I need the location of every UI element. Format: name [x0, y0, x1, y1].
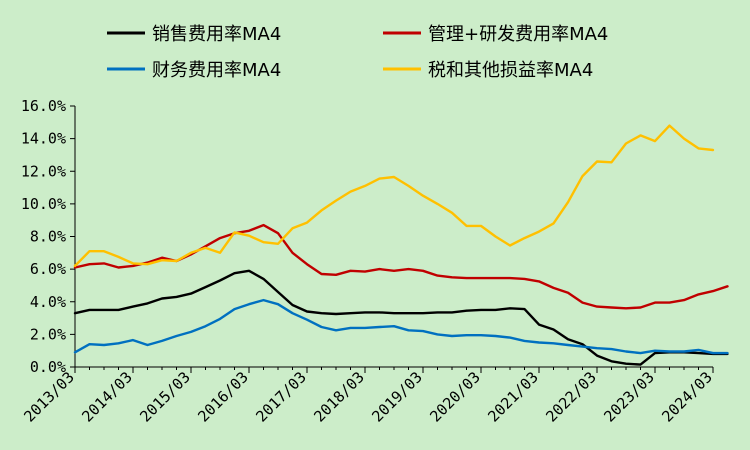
series-line-3 — [73, 124, 715, 268]
legend-item-2: 财务费用率MA4 — [107, 60, 281, 81]
x-tick-label: 2016/03 — [194, 368, 251, 425]
legend-item-0: 销售费用率MA4 — [107, 24, 281, 45]
y-tick-label: 8.0% — [30, 228, 66, 246]
legend: 销售费用率MA4 管理+研发费用率MA4 财务费用率MA4 税和其他损益率MA4 — [107, 24, 608, 81]
legend-item-3: 税和其他损益率MA4 — [383, 60, 593, 81]
x-tick-label: 2024/03 — [658, 368, 715, 425]
x-tick-label: 2014/03 — [78, 368, 135, 425]
y-tick-label: 2.0% — [30, 325, 66, 343]
series-line-0 — [73, 269, 729, 366]
x-tick-label: 2020/03 — [426, 368, 483, 425]
x-tick-label: 2019/03 — [368, 368, 425, 425]
legend-item-1: 管理+研发费用率MA4 — [383, 24, 608, 45]
series-line-2 — [73, 298, 729, 355]
y-tick-label: 10.0% — [21, 195, 66, 213]
y-axis: 0.0% 2.0% 4.0% 6.0% 8.0% 10.0% 12.0% 14.0% 16.0% — [21, 97, 76, 376]
x-tick-label: 2021/03 — [484, 368, 541, 425]
y-tick-label: 12.0% — [21, 162, 66, 180]
legend-label: 财务费用率MA4 — [152, 60, 281, 81]
series-line-1 — [73, 223, 729, 310]
x-tick-label: 2023/03 — [600, 368, 657, 425]
x-tick-label: 2017/03 — [252, 368, 309, 425]
x-tick-label: 2015/03 — [136, 368, 193, 425]
y-tick-label: 14.0% — [21, 130, 66, 148]
plot-area — [73, 124, 729, 366]
legend-label: 销售费用率MA4 — [152, 24, 281, 45]
x-tick-label: 2022/03 — [542, 368, 599, 425]
y-tick-label: 16.0% — [21, 97, 66, 115]
y-tick-label: 6.0% — [30, 260, 66, 278]
x-tick-label: 2018/03 — [310, 368, 367, 425]
legend-label: 税和其他损益率MA4 — [428, 60, 593, 81]
legend-label: 管理+研发费用率MA4 — [428, 24, 608, 45]
y-tick-label: 4.0% — [30, 293, 66, 311]
x-tick-label: 2013/03 — [20, 368, 77, 425]
x-axis: 2013/03 2014/03 2015/03 2016/03 2017/03 2018/… — [20, 366, 716, 426]
y-tick-label: 0.0% — [30, 358, 66, 376]
